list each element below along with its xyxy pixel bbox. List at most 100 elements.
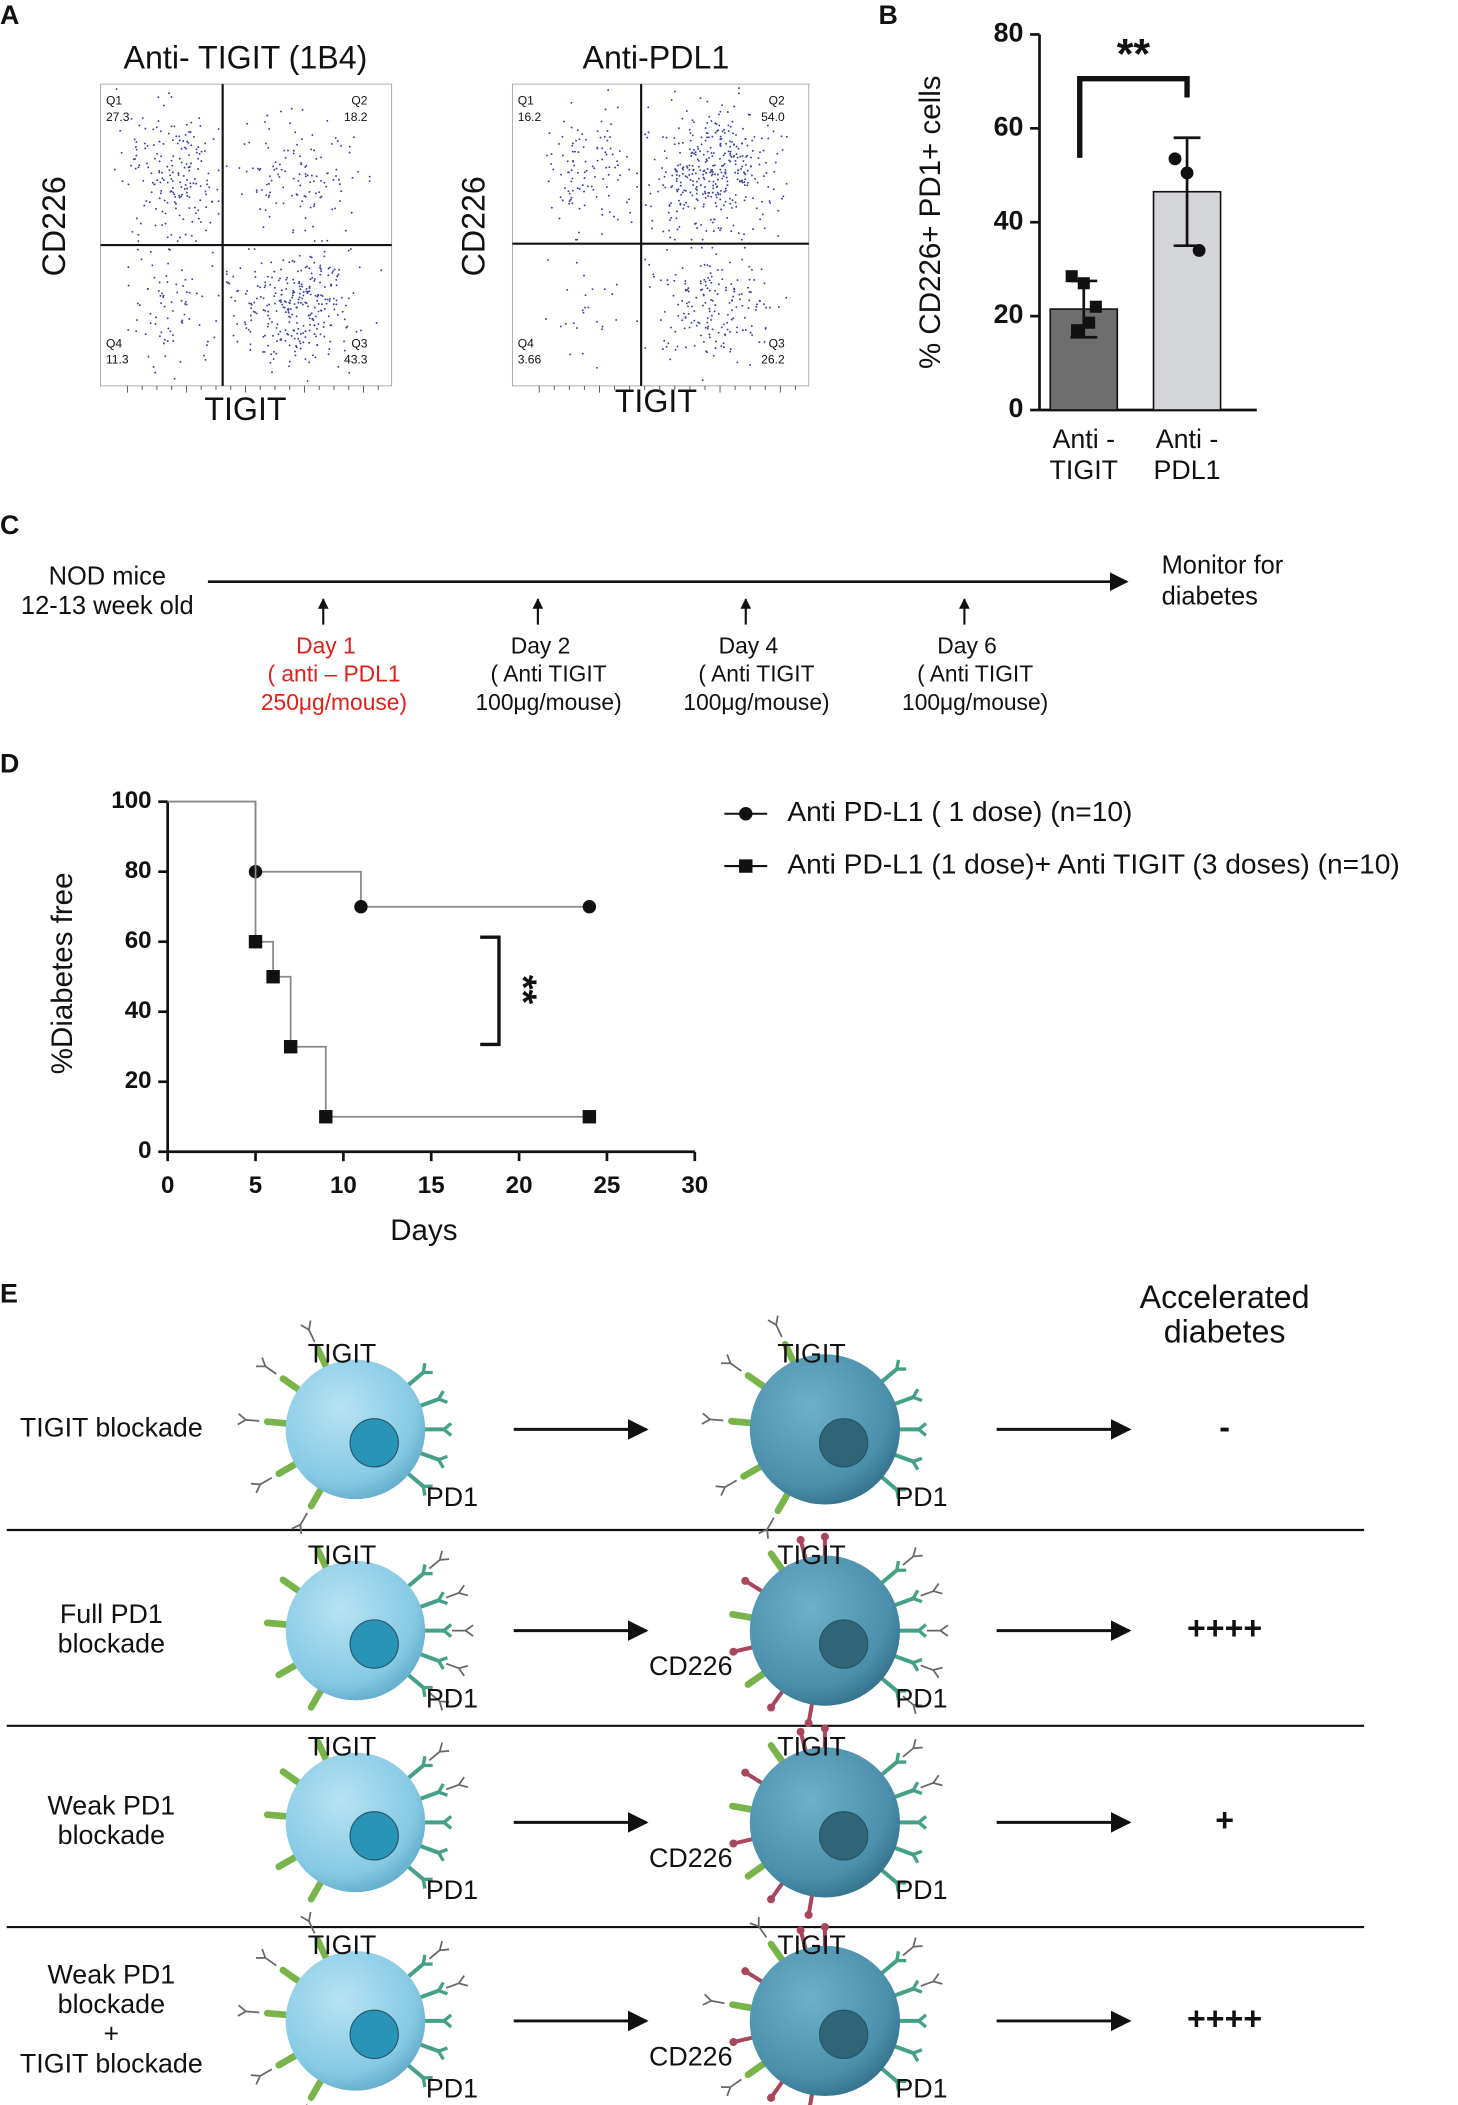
event-dot bbox=[176, 291, 179, 294]
receptor-fork bbox=[421, 1877, 433, 1889]
event-dot bbox=[201, 295, 204, 298]
receptor-label: PD1 bbox=[895, 1482, 947, 1512]
event-dot bbox=[584, 306, 587, 309]
event-dot bbox=[715, 196, 718, 199]
event-dot bbox=[293, 337, 296, 340]
receptor-fork bbox=[421, 1484, 433, 1496]
receptor-label: PD1 bbox=[895, 1683, 947, 1713]
event-dot bbox=[309, 278, 312, 281]
data-point bbox=[354, 899, 368, 914]
event-dot bbox=[726, 184, 729, 187]
event-dot bbox=[665, 171, 667, 174]
receptor bbox=[890, 1845, 916, 1857]
event-dot bbox=[295, 346, 298, 349]
event-dot bbox=[269, 283, 272, 286]
antibody bbox=[721, 2078, 742, 2097]
event-dot bbox=[143, 142, 146, 145]
event-dot bbox=[331, 142, 333, 145]
event-dot bbox=[564, 187, 566, 189]
event-dot bbox=[119, 129, 122, 132]
event-dot bbox=[216, 188, 219, 191]
event-dot bbox=[607, 173, 610, 176]
event-dot bbox=[678, 199, 680, 202]
event-dot bbox=[758, 341, 761, 344]
event-dot bbox=[302, 291, 305, 294]
event-dot bbox=[732, 295, 735, 298]
receptor-fork bbox=[894, 1951, 907, 1963]
event-dot bbox=[270, 261, 273, 264]
event-dot bbox=[763, 282, 766, 285]
event-dot bbox=[683, 327, 686, 330]
event-dot bbox=[692, 180, 694, 182]
event-dot bbox=[741, 258, 744, 261]
nucleus bbox=[819, 1418, 869, 1468]
event-dot bbox=[740, 168, 743, 170]
event-dot bbox=[186, 187, 189, 190]
event-dot bbox=[339, 200, 341, 202]
event-dot bbox=[327, 267, 330, 270]
event-dose: ( Anti TIGIT bbox=[491, 661, 607, 687]
event-dot bbox=[688, 326, 691, 329]
event-dot bbox=[737, 232, 740, 235]
event-dot bbox=[287, 149, 289, 152]
event-dot bbox=[127, 266, 130, 269]
event-dot bbox=[166, 317, 169, 320]
event-dot bbox=[583, 177, 586, 180]
event-dot bbox=[170, 233, 173, 236]
event-dot bbox=[677, 303, 680, 306]
receptor bbox=[404, 1470, 426, 1489]
event-dot bbox=[679, 203, 682, 206]
event-dot bbox=[695, 296, 698, 299]
event-dot bbox=[705, 350, 708, 353]
event-dot bbox=[717, 331, 720, 334]
event-dot bbox=[312, 180, 315, 183]
event-dot bbox=[711, 191, 714, 194]
row-label: Weak PD1 bbox=[47, 1960, 175, 1990]
event-dot bbox=[189, 185, 192, 188]
y-tick-label: 0 bbox=[1008, 393, 1023, 423]
event-dot bbox=[335, 175, 337, 177]
event-dot bbox=[299, 342, 302, 345]
event-dot bbox=[306, 380, 309, 382]
event-dot bbox=[674, 90, 676, 93]
event-dot bbox=[309, 293, 312, 296]
event-dot bbox=[609, 136, 612, 138]
receptor bbox=[263, 1418, 292, 1427]
event-dot bbox=[759, 218, 762, 221]
antibody bbox=[920, 1774, 943, 1789]
event-dot bbox=[708, 289, 711, 292]
event-dot bbox=[203, 354, 205, 357]
quadrant-value: 54.0 bbox=[761, 110, 785, 124]
event-dot bbox=[651, 219, 654, 222]
event-dot bbox=[716, 293, 719, 296]
event-dot bbox=[729, 154, 732, 157]
event-dot bbox=[711, 221, 714, 224]
receptor-fork bbox=[436, 2046, 449, 2061]
event-dot bbox=[694, 153, 697, 156]
row-label: Weak PD1 bbox=[47, 1791, 175, 1821]
event-dot bbox=[254, 270, 256, 273]
event-dot bbox=[301, 108, 304, 111]
event-dot bbox=[308, 190, 311, 193]
event-dot bbox=[708, 157, 710, 159]
event-dot bbox=[170, 96, 173, 98]
event-dot bbox=[601, 158, 604, 161]
event-dot bbox=[762, 303, 765, 306]
event-dot bbox=[252, 167, 254, 170]
event-dot bbox=[729, 150, 732, 153]
receptor-fork bbox=[421, 1954, 433, 1966]
event-dot bbox=[690, 155, 693, 157]
event-dot bbox=[315, 335, 318, 338]
event-dot bbox=[266, 304, 269, 307]
event-dot bbox=[708, 336, 711, 339]
event-dose: 100μg/mouse) bbox=[683, 689, 829, 715]
panel-label: A bbox=[0, 0, 19, 30]
event-dot bbox=[325, 185, 328, 188]
event-dot bbox=[186, 140, 189, 143]
event-dot bbox=[255, 189, 258, 192]
event-dot bbox=[280, 110, 282, 113]
header: diabetes bbox=[1164, 1314, 1286, 1350]
event-dot bbox=[236, 340, 239, 343]
event-dot bbox=[335, 168, 338, 171]
receptor-head bbox=[767, 1703, 776, 1712]
